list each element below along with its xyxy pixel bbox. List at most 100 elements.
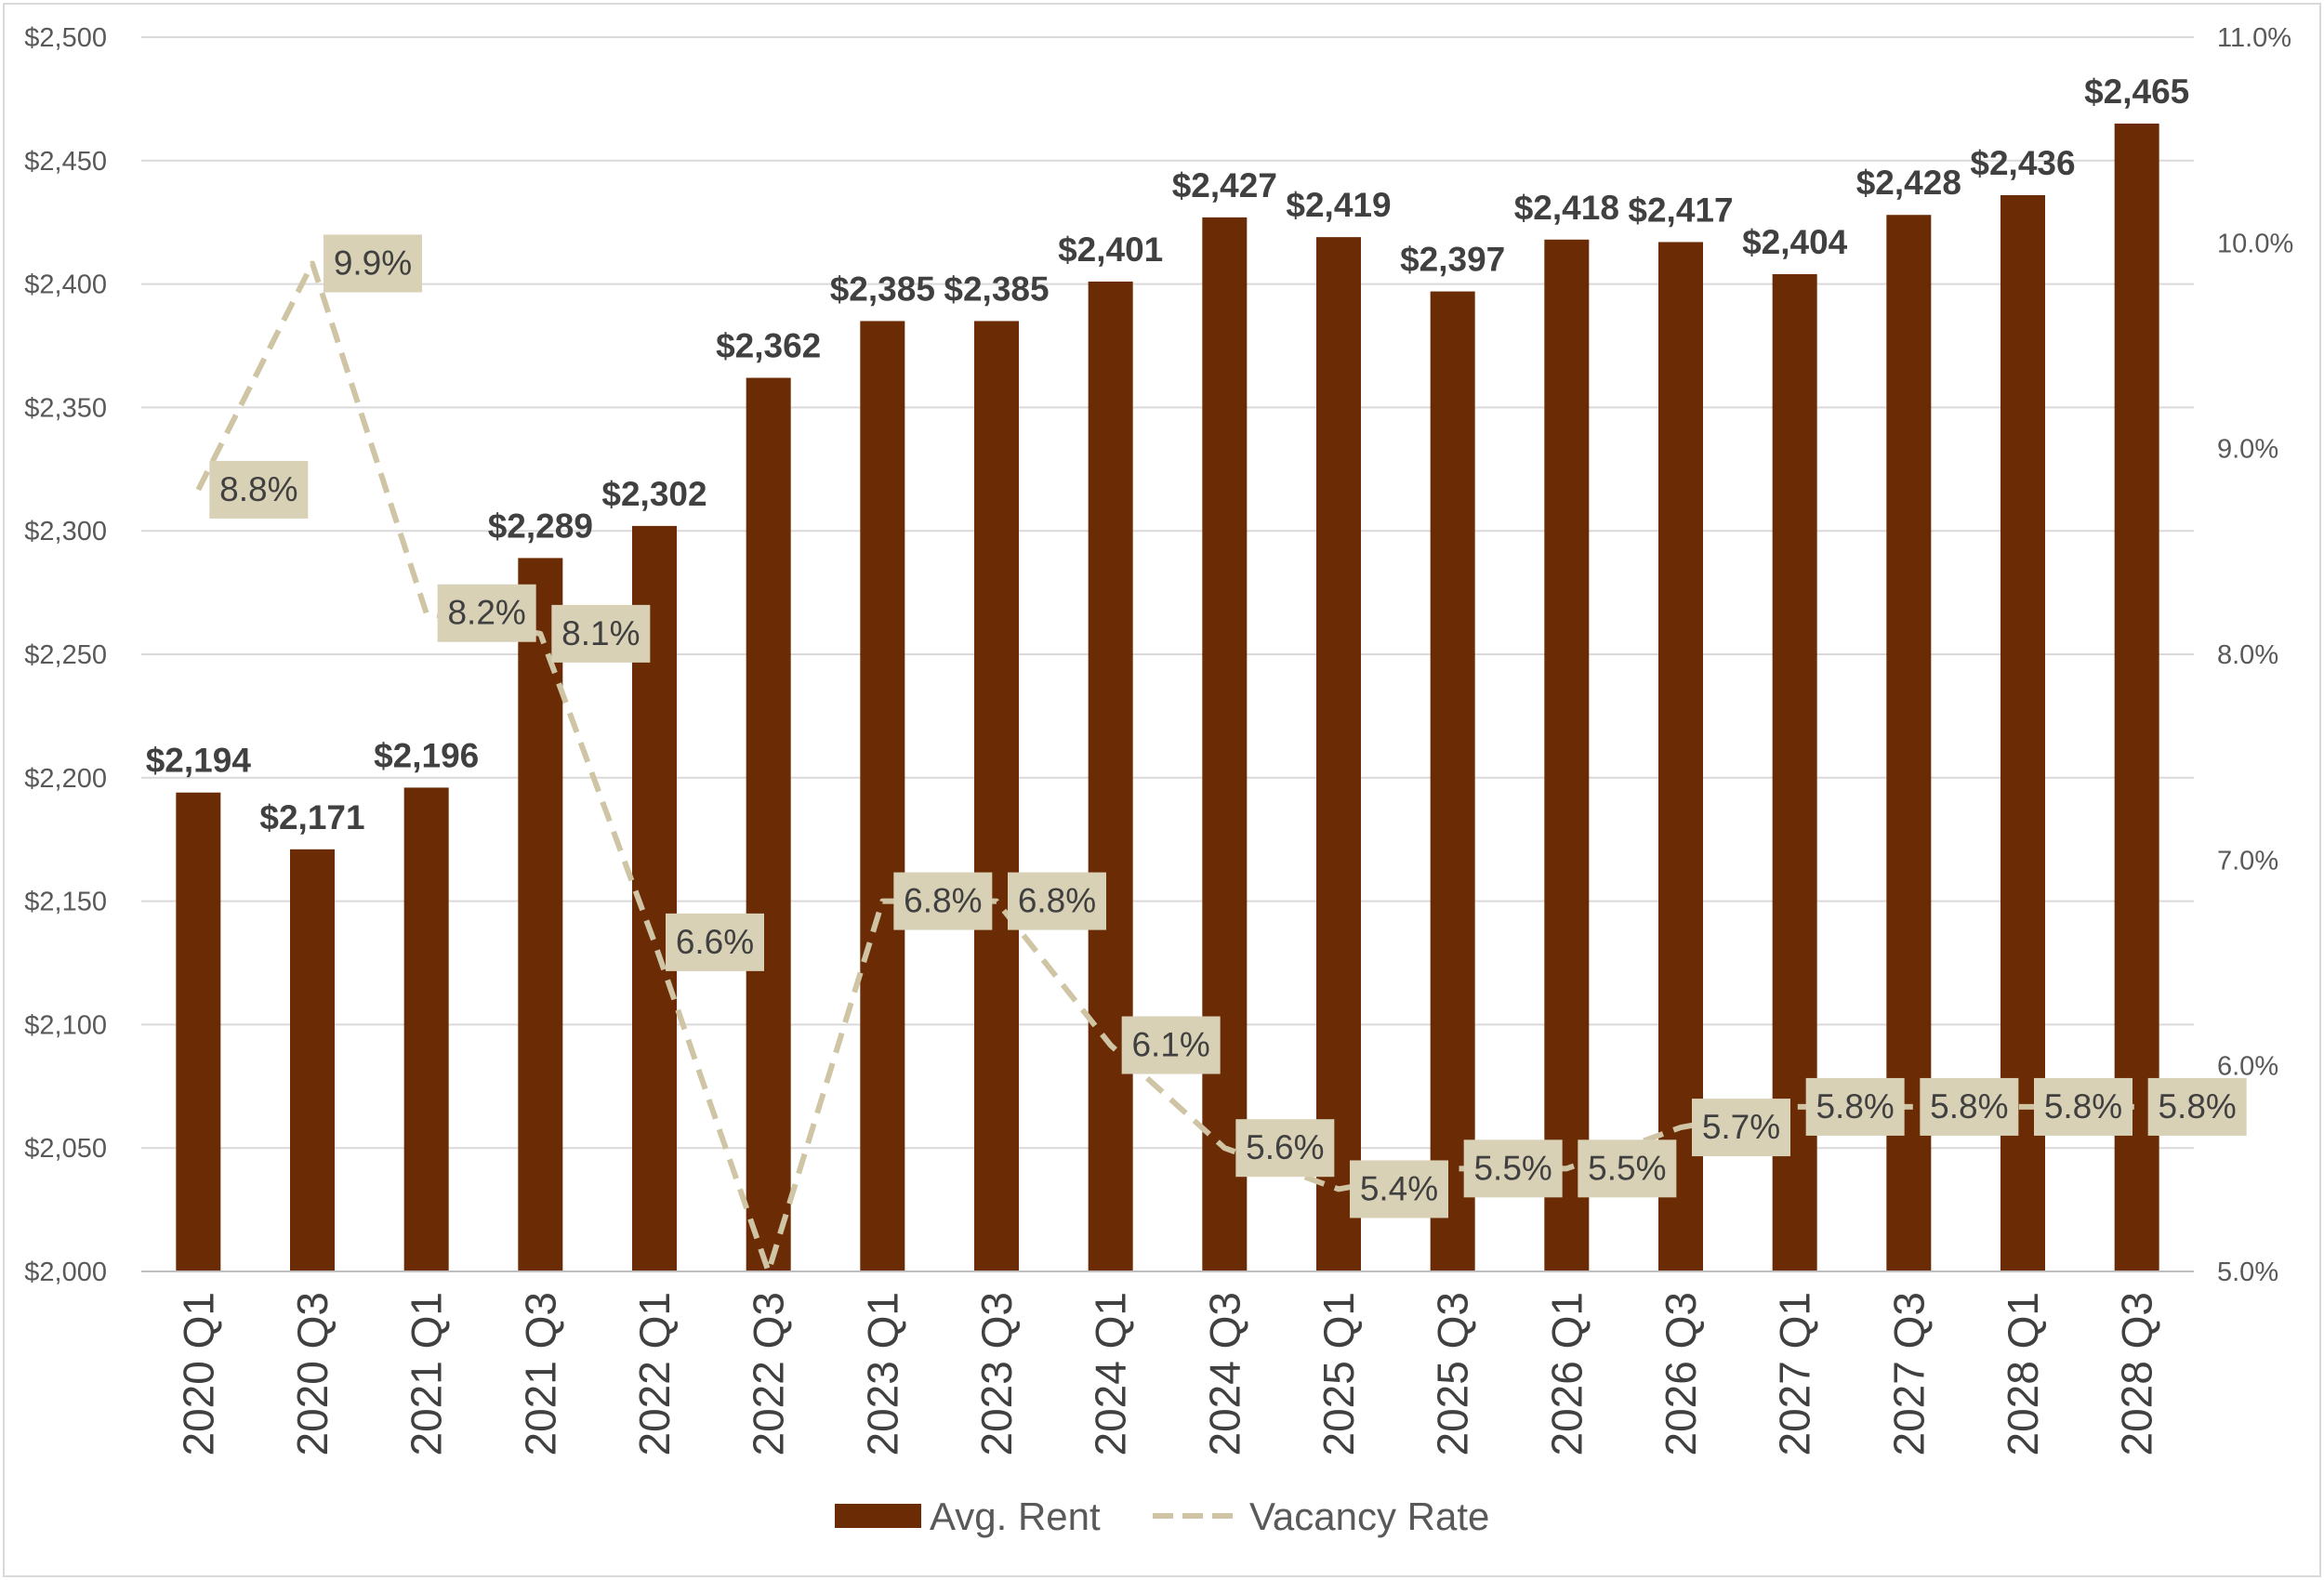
bar (176, 792, 221, 1271)
line-value-label: 6.8% (1018, 882, 1096, 920)
bar-value-label: $2,385 (830, 270, 935, 308)
bar-value-label: $2,428 (1856, 164, 1961, 202)
line-value-label: 5.4% (1360, 1169, 1438, 1207)
category-label: 2022 Q1 (630, 1292, 679, 1455)
bar (290, 849, 335, 1271)
bar-data-labels: $2,194$2,171$2,196$2,289$2,302$2,362$2,3… (146, 72, 2190, 836)
bar (1316, 237, 1361, 1272)
line-label-box (1121, 1016, 1221, 1074)
right-tick-label: 6.0% (2217, 1052, 2278, 1082)
left-axis: $2,000 $2,050 $2,100 $2,150 $2,200 $2,250 $2,3… (24, 23, 107, 1287)
bar (1544, 239, 1590, 1271)
line-value-label: 5.7% (1702, 1108, 1780, 1146)
line-label-box (2147, 1077, 2247, 1136)
line-label-box (1805, 1077, 1905, 1136)
legend-swatch-avg-rent (835, 1504, 921, 1528)
bar-value-label: $2,194 (146, 742, 252, 780)
line-label-box (1350, 1160, 1448, 1218)
line-label-box (2034, 1077, 2133, 1136)
category-label: 2021 Q3 (516, 1292, 564, 1455)
line-label-box (1578, 1139, 1677, 1198)
bar-value-label: $2,397 (1400, 241, 1505, 279)
bar (518, 558, 563, 1271)
line-value-label: 5.8% (2158, 1087, 2236, 1126)
bar-value-label: $2,419 (1286, 186, 1391, 224)
line-label-box (893, 872, 993, 930)
line-value-label: 5.6% (1246, 1128, 1324, 1166)
bar-value-label: $2,404 (1742, 223, 1848, 261)
right-tick-label: 9.0% (2217, 435, 2278, 465)
bar-value-label: $2,196 (374, 736, 479, 774)
legend-label-vacancy-rate: Vacancy Rate (1249, 1494, 1489, 1538)
bar-value-label: $2,465 (2084, 72, 2189, 111)
line-data-labels: 8.8% 9.9% 8.2% 8.1% 6.6% 6.8% 6.8% 6.1% 5.6% 5.4%… (209, 234, 2247, 1218)
bar-value-label: $2,418 (1514, 189, 1619, 227)
category-label: 2020 Q1 (174, 1292, 222, 1455)
bar (860, 321, 905, 1271)
bar (1430, 291, 1475, 1271)
line-value-label: 8.2% (447, 594, 525, 632)
line-label-box (666, 913, 764, 971)
line-value-label: 5.5% (1588, 1149, 1666, 1187)
left-tick-label: $2,450 (24, 147, 107, 177)
category-label: 2025 Q1 (1314, 1292, 1363, 1455)
line-value-label: 5.8% (1930, 1087, 2008, 1126)
bar-value-label: $2,385 (944, 270, 1049, 308)
right-axis: 5.0% 6.0% 7.0% 8.0% 9.0% 10.0% 11.0% (2217, 23, 2293, 1287)
bar-value-label: $2,427 (1172, 166, 1277, 204)
bar (746, 377, 791, 1271)
line-label-box (437, 584, 536, 642)
line-label-box (1235, 1119, 1335, 1178)
right-tick-label: 8.0% (2217, 640, 2278, 670)
left-tick-label: $2,050 (24, 1134, 107, 1164)
category-label: 2022 Q3 (745, 1292, 793, 1455)
left-tick-label: $2,300 (24, 517, 107, 546)
left-tick-label: $2,500 (24, 23, 107, 53)
bar (1088, 281, 1133, 1272)
right-tick-label: 7.0% (2217, 846, 2278, 876)
category-label: 2026 Q3 (1657, 1292, 1705, 1455)
left-tick-label: $2,150 (24, 888, 107, 917)
line-value-label: 6.6% (676, 923, 754, 961)
right-tick-label: 5.0% (2217, 1257, 2278, 1287)
left-tick-label: $2,200 (24, 764, 107, 794)
left-tick-label: $2,250 (24, 640, 107, 670)
bar-value-label: $2,289 (488, 507, 593, 545)
bar (974, 321, 1019, 1271)
category-label: 2025 Q3 (1429, 1292, 1477, 1455)
line-label-box (324, 234, 422, 293)
category-label: 2023 Q3 (972, 1292, 1021, 1455)
line-value-label: 5.8% (1816, 1087, 1894, 1126)
left-tick-label: $2,000 (24, 1257, 107, 1287)
bar-value-label: $2,171 (259, 798, 364, 836)
right-tick-label: 10.0% (2217, 229, 2293, 258)
bar (1202, 217, 1248, 1272)
category-label: 2027 Q3 (1884, 1292, 1933, 1455)
left-tick-label: $2,400 (24, 270, 107, 300)
category-label: 2028 Q1 (1999, 1292, 2047, 1455)
category-label: 2024 Q3 (1200, 1292, 1248, 1455)
bar (403, 787, 449, 1271)
bar-value-label: $2,362 (716, 327, 821, 365)
bar-value-label: $2,302 (601, 475, 706, 513)
line-value-label: 6.1% (1131, 1026, 1209, 1064)
right-tick-label: 11.0% (2217, 23, 2291, 53)
legend: Avg. Rent Vacancy Rate (835, 1494, 1489, 1538)
category-label: 2021 Q1 (403, 1292, 451, 1455)
line-label-box (1920, 1077, 2019, 1136)
line-label-box (1463, 1139, 1563, 1198)
bar-value-label: $2,401 (1058, 230, 1163, 269)
left-tick-label: $2,100 (24, 1010, 107, 1040)
left-tick-label: $2,350 (24, 393, 107, 423)
bar-value-label: $2,417 (1628, 191, 1733, 229)
category-axis: 2020 Q1 2020 Q3 2021 Q1 2021 Q3 2022 Q1 2022 … (141, 1271, 2194, 1455)
category-label: 2020 Q3 (288, 1292, 337, 1455)
category-label: 2026 Q1 (1542, 1292, 1591, 1455)
line-value-label: 8.8% (219, 470, 297, 508)
line-label-box (551, 604, 651, 663)
line-value-label: 6.8% (904, 882, 982, 920)
line-value-label: 5.8% (2044, 1087, 2122, 1126)
line-label-box (1692, 1099, 1790, 1157)
category-label: 2028 Q3 (2113, 1292, 2161, 1455)
